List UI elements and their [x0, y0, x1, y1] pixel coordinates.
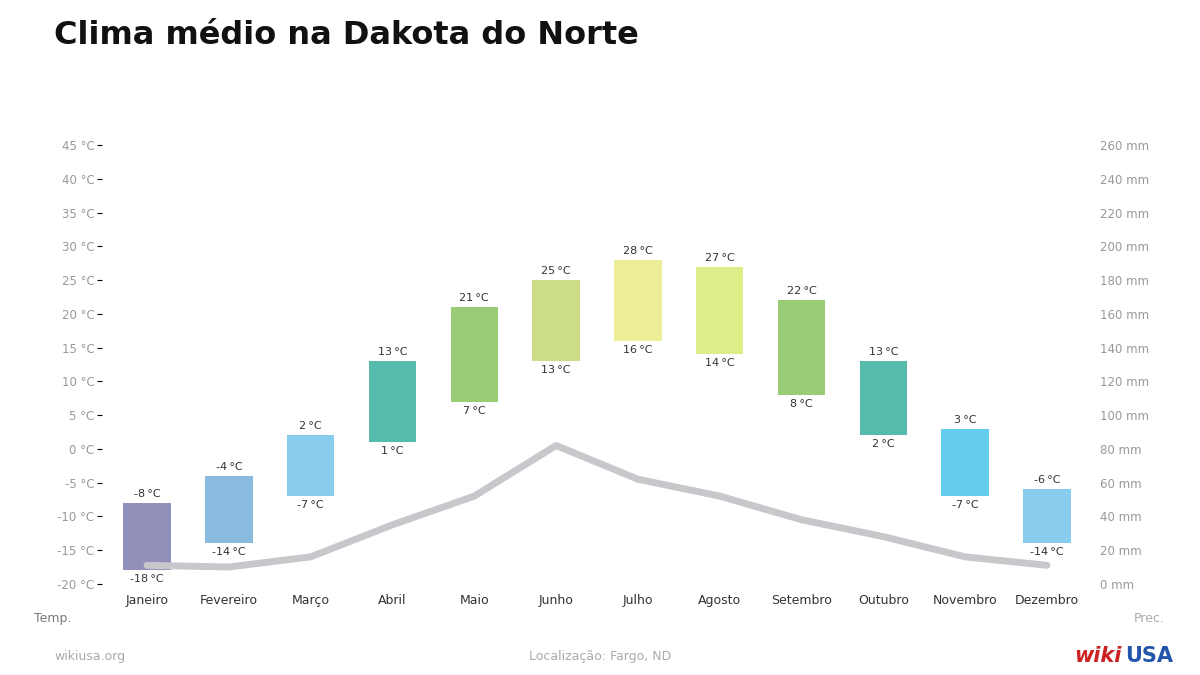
Bar: [1024, 489, 1070, 543]
Text: wikiusa.org: wikiusa.org: [54, 649, 125, 663]
Text: -4 °C: -4 °C: [216, 462, 242, 472]
Bar: [533, 280, 580, 361]
Text: 7 °C: 7 °C: [463, 406, 486, 416]
Text: wiki: wiki: [1074, 646, 1121, 666]
Text: 1 °C: 1 °C: [382, 446, 403, 456]
Bar: [368, 361, 416, 442]
Text: 14 °C: 14 °C: [704, 358, 734, 369]
Text: 22 °C: 22 °C: [787, 286, 816, 296]
Text: Prec.: Prec.: [1134, 612, 1165, 626]
Text: -7 °C: -7 °C: [298, 500, 324, 510]
Bar: [205, 476, 252, 543]
Text: -14 °C: -14 °C: [212, 547, 246, 558]
Text: 25 °C: 25 °C: [541, 266, 571, 276]
Text: -14 °C: -14 °C: [1030, 547, 1064, 558]
Text: Temp.: Temp.: [34, 612, 72, 626]
Bar: [696, 267, 744, 354]
Text: 8 °C: 8 °C: [791, 399, 812, 409]
Bar: [124, 503, 170, 570]
Bar: [778, 300, 826, 395]
Text: USA: USA: [1126, 646, 1174, 666]
Text: 3 °C: 3 °C: [954, 414, 977, 425]
Bar: [942, 429, 989, 496]
Text: 13 °C: 13 °C: [541, 365, 571, 375]
Bar: [859, 361, 907, 435]
Text: 16 °C: 16 °C: [623, 345, 653, 355]
Bar: [614, 260, 661, 341]
Text: 13 °C: 13 °C: [378, 347, 407, 357]
Bar: [287, 435, 335, 496]
Text: 2 °C: 2 °C: [872, 439, 895, 450]
Text: Localização: Fargo, ND: Localização: Fargo, ND: [529, 649, 671, 663]
Text: -6 °C: -6 °C: [1033, 475, 1061, 485]
Text: Clima médio na Dakota do Norte: Clima médio na Dakota do Norte: [54, 20, 638, 51]
Text: 21 °C: 21 °C: [460, 293, 490, 303]
Text: 28 °C: 28 °C: [623, 246, 653, 256]
Text: 13 °C: 13 °C: [869, 347, 898, 357]
Bar: [450, 307, 498, 402]
Text: -7 °C: -7 °C: [952, 500, 978, 510]
Text: -18 °C: -18 °C: [130, 574, 164, 585]
Text: 27 °C: 27 °C: [704, 252, 734, 263]
Text: 2 °C: 2 °C: [299, 421, 322, 431]
Text: -8 °C: -8 °C: [133, 489, 161, 499]
